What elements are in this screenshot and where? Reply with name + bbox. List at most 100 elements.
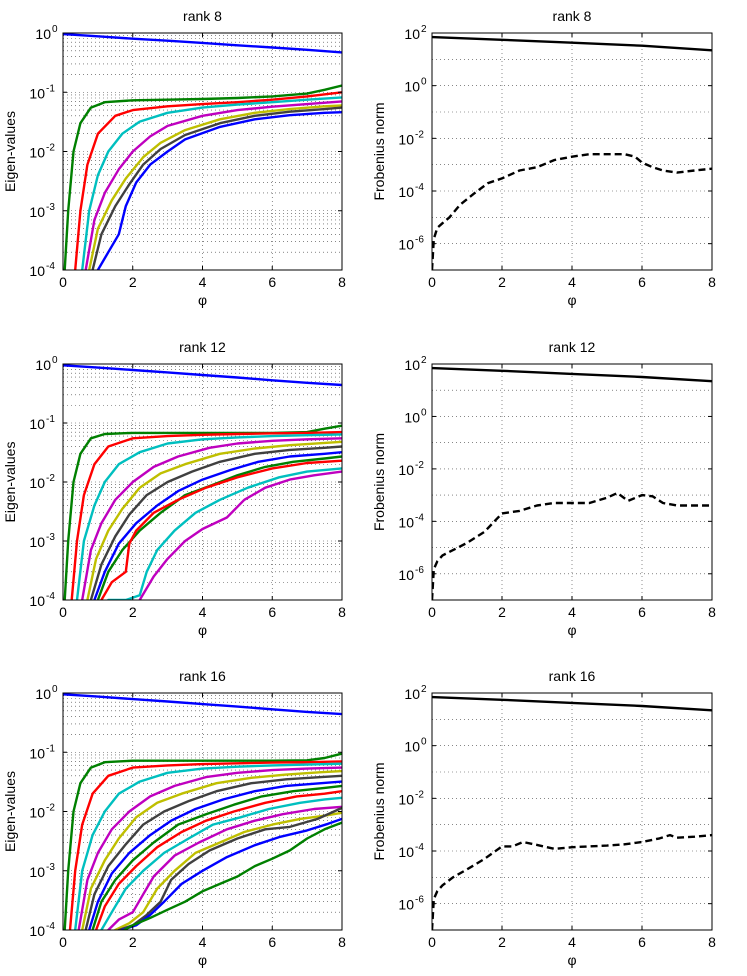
y-tick-exponent: -2	[46, 803, 55, 814]
series-line-7	[84, 774, 342, 930]
y-tick-exponent: -2	[415, 460, 424, 471]
series-line-9	[91, 784, 342, 930]
y-tick-exponent: -4	[46, 591, 55, 602]
series-line-6	[87, 104, 342, 270]
y-tick-label: 10	[398, 791, 414, 807]
y-tick-label: 10	[29, 475, 45, 491]
y-tick-label: 10	[404, 409, 420, 425]
y-tick-label: 10	[29, 745, 45, 761]
y-tick-exponent: -2	[46, 143, 55, 154]
x-tick-label: 6	[268, 274, 276, 290]
x-tick-label: 6	[268, 604, 276, 620]
y-tick-label: 10	[404, 739, 420, 755]
series-line-12	[138, 470, 342, 600]
y-tick-label: 10	[398, 514, 414, 530]
y-tick-label: 10	[35, 357, 51, 373]
x-tick-label: 0	[59, 274, 67, 290]
series-group	[63, 693, 342, 930]
x-tick-label: 6	[638, 604, 646, 620]
x-axis-label: φ	[198, 952, 207, 968]
x-axis-label: φ	[198, 622, 207, 638]
y-tick-exponent: 2	[421, 355, 427, 366]
y-tick-label: 10	[35, 26, 51, 42]
x-tick-label: 0	[59, 604, 67, 620]
chart-title: rank 8	[553, 8, 592, 24]
x-tick-label: 6	[638, 934, 646, 950]
series-line-7	[91, 106, 342, 270]
series-line-1	[432, 35, 712, 52]
series-line-6	[80, 769, 342, 930]
y-tick-exponent: 0	[52, 684, 58, 695]
y-tick-exponent: 0	[421, 407, 427, 418]
series-line-13	[114, 811, 342, 930]
y-tick-label: 10	[398, 844, 414, 860]
chart-title: rank 12	[549, 339, 596, 355]
y-tick-label: 10	[29, 593, 45, 609]
series-line-10	[94, 790, 342, 930]
grid	[432, 693, 712, 930]
x-tick-label: 4	[568, 274, 576, 290]
x-tick-label: 4	[568, 934, 576, 950]
plot-area	[432, 33, 712, 270]
y-tick-exponent: -2	[415, 789, 424, 800]
x-tick-label: 4	[199, 604, 207, 620]
y-tick-label: 10	[398, 131, 414, 147]
x-tick-label: 6	[268, 934, 276, 950]
series-line-7	[89, 445, 342, 600]
y-tick-exponent: -1	[46, 414, 55, 425]
series-line-2	[63, 752, 342, 930]
series-line-11	[100, 796, 342, 930]
y-axis-label: Frobenius norm	[371, 102, 387, 200]
y-tick-label: 10	[29, 805, 45, 821]
series-line-4	[80, 96, 342, 270]
series-group	[63, 364, 342, 600]
x-tick-label: 8	[708, 274, 716, 290]
chart-title: rank 8	[183, 8, 222, 24]
series-line-3	[73, 91, 342, 270]
x-tick-label: 0	[428, 604, 436, 620]
y-tick-label: 10	[398, 184, 414, 200]
series-group	[432, 35, 712, 270]
y-axis-label: Eigen-values	[2, 442, 18, 523]
y-tick-exponent: 0	[421, 737, 427, 748]
y-tick-label: 10	[29, 145, 45, 161]
series-line-16	[122, 821, 342, 930]
series-line-1	[63, 693, 342, 716]
y-tick-exponent: 0	[421, 77, 427, 88]
series-line-2	[63, 84, 342, 270]
series-line-1	[63, 364, 342, 387]
x-tick-label: 4	[199, 274, 207, 290]
y-tick-exponent: -3	[46, 862, 55, 873]
series-line-4	[73, 762, 342, 930]
y-axis-label: Frobenius norm	[371, 433, 387, 531]
series-group	[432, 695, 712, 930]
y-tick-exponent: -6	[415, 565, 424, 576]
y-tick-label: 10	[404, 79, 420, 95]
x-tick-label: 4	[568, 604, 576, 620]
series-line-3	[68, 760, 342, 930]
series-line-14	[117, 806, 342, 930]
x-axis-label: φ	[198, 292, 207, 308]
y-tick-label: 10	[29, 263, 45, 279]
series-line-3	[70, 430, 342, 600]
chart-title: rank 16	[179, 668, 226, 684]
x-tick-label: 2	[129, 274, 137, 290]
series-group	[63, 33, 342, 270]
y-tick-label: 10	[404, 26, 420, 42]
series-line-11	[107, 467, 342, 600]
series-line-10	[100, 459, 342, 600]
x-tick-label: 8	[338, 934, 346, 950]
grid	[432, 33, 712, 270]
series-line-5	[84, 100, 342, 270]
y-tick-exponent: -1	[46, 83, 55, 94]
x-tick-label: 0	[428, 934, 436, 950]
y-tick-exponent: -2	[415, 129, 424, 140]
y-tick-exponent: 2	[421, 684, 427, 695]
x-tick-label: 2	[129, 934, 137, 950]
y-tick-exponent: -4	[46, 921, 55, 932]
series-line-1	[63, 33, 342, 54]
